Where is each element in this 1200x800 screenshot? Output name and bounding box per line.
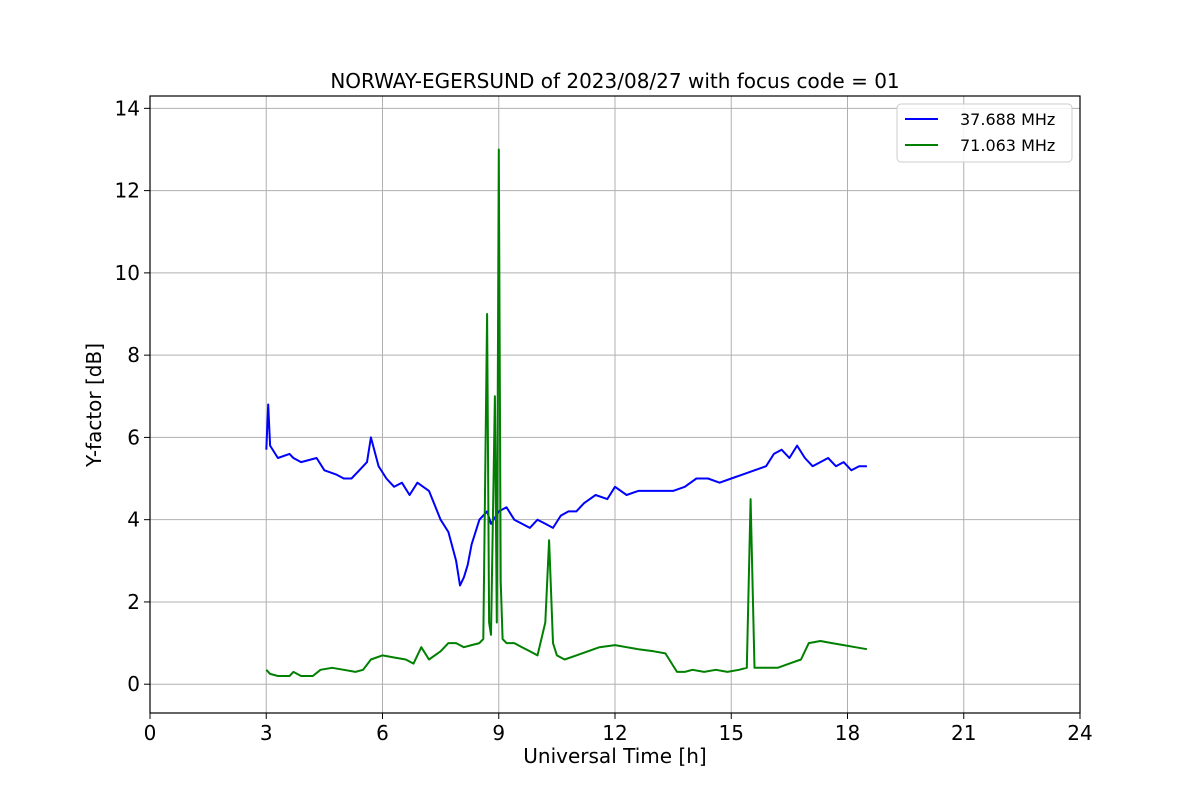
x-tick-label: 12	[602, 721, 627, 745]
x-tick-label: 21	[951, 721, 976, 745]
y-tick-label: 0	[127, 672, 140, 696]
x-tick-label: 3	[260, 721, 273, 745]
legend-label-2: 71.063 MHz	[960, 136, 1055, 155]
x-tick-label: 15	[719, 721, 744, 745]
x-axis-label: Universal Time [h]	[523, 744, 706, 768]
legend: 37.688 MHz 71.063 MHz	[896, 103, 1073, 163]
x-axis-ticks: 0 3 6 9 12 15 18 21 24	[144, 713, 1093, 745]
x-tick-label: 24	[1067, 721, 1092, 745]
x-tick-label: 9	[492, 721, 505, 745]
y-tick-label: 6	[127, 425, 140, 449]
y-tick-label: 14	[115, 96, 140, 120]
y-axis-label: Y-factor [dB]	[82, 343, 106, 468]
x-tick-label: 0	[144, 721, 157, 745]
legend-box	[896, 103, 1073, 163]
y-tick-label: 10	[115, 261, 140, 285]
y-tick-label: 12	[115, 179, 140, 203]
y-axis-ticks: 0 2 4 6 8 10 12 14	[115, 96, 150, 696]
y-tick-label: 8	[127, 343, 140, 367]
legend-label-1: 37.688 MHz	[960, 110, 1055, 129]
series-line-1	[265, 403, 867, 587]
series-lines	[265, 148, 868, 677]
series-line-2	[265, 148, 868, 677]
chart-title: NORWAY-EGERSUND of 2023/08/27 with focus…	[330, 69, 899, 93]
y-tick-label: 2	[127, 590, 140, 614]
x-tick-label: 18	[835, 721, 860, 745]
x-tick-label: 6	[376, 721, 389, 745]
grid	[149, 96, 1081, 713]
y-tick-label: 4	[127, 508, 140, 532]
